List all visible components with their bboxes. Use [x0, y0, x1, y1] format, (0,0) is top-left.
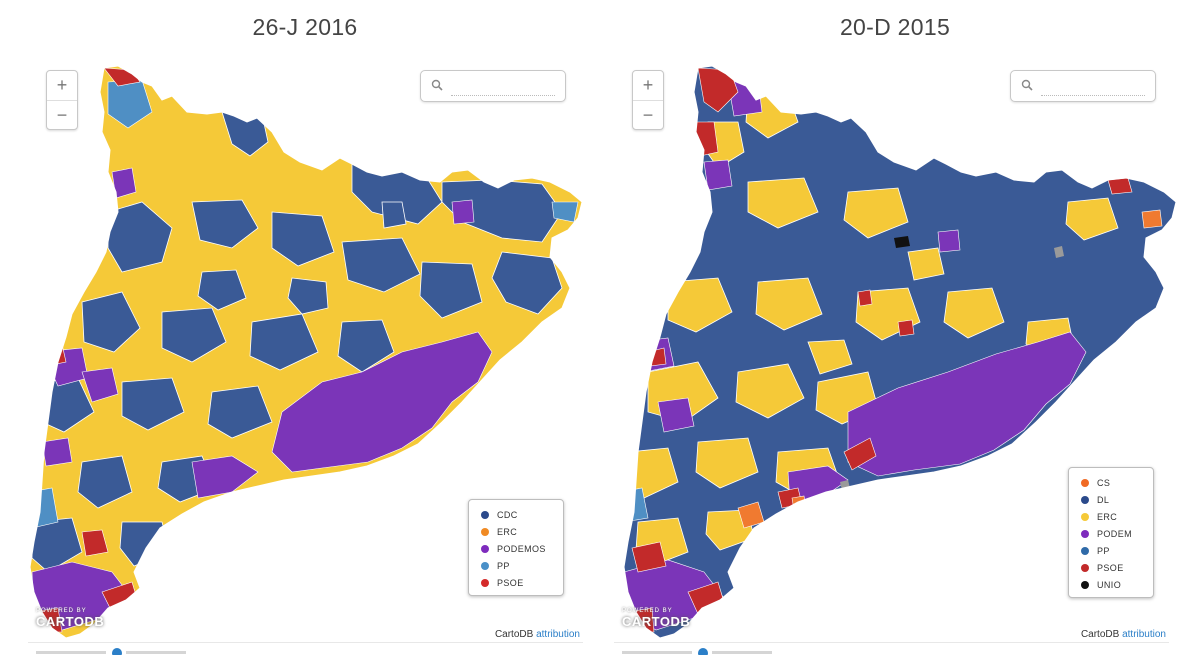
legend-label: DL — [1097, 494, 1110, 505]
legend-swatch — [1081, 495, 1089, 504]
attribution: CartoDB attribution — [495, 629, 580, 640]
legend-item: UNIO — [1081, 576, 1141, 593]
logo-powered-by: POWERED BY — [622, 608, 673, 614]
info-icon — [112, 648, 122, 655]
legend-swatch — [481, 544, 489, 553]
cartodb-logo[interactable]: POWERED BY CARTODB — [36, 608, 104, 629]
legend-item: DL — [1081, 491, 1141, 508]
legend-swatch — [481, 527, 489, 536]
info-icon — [698, 648, 708, 655]
logo-name: CARTODB — [622, 614, 691, 629]
search-input[interactable] — [451, 77, 555, 96]
legend-label: PSOE — [1097, 562, 1124, 573]
legend-swatch — [1081, 546, 1089, 555]
legend-swatch — [1081, 529, 1089, 538]
attribution-prefix: CartoDB — [494, 629, 534, 640]
legend-item: PP — [481, 557, 551, 574]
divider — [28, 642, 583, 643]
zoom-in-button[interactable]: + — [642, 75, 654, 95]
footer-cutoff — [622, 648, 822, 655]
logo-powered-by: POWERED BY — [36, 608, 87, 614]
zoom-in-button[interactable]: + — [56, 75, 68, 95]
legend-item: PSOE — [1081, 559, 1141, 576]
legend-label: ERC — [497, 526, 518, 537]
legend-swatch — [481, 578, 489, 587]
attribution-link[interactable]: attribution — [1122, 629, 1166, 640]
catalonia-map-2015[interactable] — [608, 52, 1184, 642]
attribution: CartoDB attribution — [1081, 629, 1166, 640]
legend-swatch — [1081, 563, 1089, 572]
legend-item: PSOE — [481, 574, 551, 591]
divider — [614, 642, 1169, 643]
legend-item: ERC — [481, 523, 551, 540]
footer-cutoff — [36, 648, 236, 655]
legend-label: CS — [1097, 477, 1111, 488]
legend-swatch — [481, 510, 489, 519]
legend-swatch — [481, 561, 489, 570]
legend-label: ERC — [1097, 511, 1118, 522]
legend-label: PODEM — [1097, 528, 1133, 539]
search-icon — [431, 79, 443, 91]
cartodb-logo[interactable]: POWERED BY CARTODB — [622, 608, 690, 629]
map-title-left: 26-J 2016 — [252, 14, 358, 40]
legend-swatch — [1081, 512, 1089, 521]
legend-2015: CS DL ERC PODEM PP PSOE UNIO — [1068, 467, 1154, 598]
legend-label: PSOE — [497, 577, 524, 588]
attribution-prefix: CartoDB — [1080, 629, 1120, 640]
legend-label: PP — [497, 560, 510, 571]
search-icon — [1021, 79, 1033, 91]
zoom-out-button[interactable]: − — [633, 100, 663, 130]
legend-label: PODEMOS — [497, 543, 546, 554]
legend-2016: CDC ERC PODEMOS PP PSOE — [468, 499, 564, 596]
legend-swatch — [1081, 580, 1089, 589]
legend-item: CS — [1081, 474, 1141, 491]
map-title-right: 20-D 2015 — [839, 14, 951, 40]
catalonia-map-2016[interactable] — [22, 52, 598, 642]
legend-label: CDC — [497, 509, 518, 520]
legend-item: PODEM — [1081, 525, 1141, 542]
legend-item: PP — [1081, 542, 1141, 559]
zoom-control: + − — [632, 70, 664, 130]
map-search[interactable] — [1010, 70, 1156, 102]
legend-item: PODEMOS — [481, 540, 551, 557]
map-panel-right[interactable]: + − CS DL ERC PODEM PP PSOE UNIO POWERED… — [608, 52, 1184, 642]
map-search[interactable] — [420, 70, 566, 102]
zoom-control: + − — [46, 70, 78, 130]
legend-label: PP — [1097, 545, 1110, 556]
search-input[interactable] — [1041, 77, 1145, 96]
attribution-link[interactable]: attribution — [536, 629, 580, 640]
legend-label: UNIO — [1097, 579, 1122, 590]
legend-item: CDC — [481, 506, 551, 523]
legend-swatch — [1081, 478, 1089, 487]
logo-name: CARTODB — [36, 614, 105, 629]
map-panel-left[interactable]: + − CDC ERC PODEMOS PP PSOE POWERED BY C… — [22, 52, 598, 642]
zoom-out-button[interactable]: − — [47, 100, 77, 130]
legend-item: ERC — [1081, 508, 1141, 525]
